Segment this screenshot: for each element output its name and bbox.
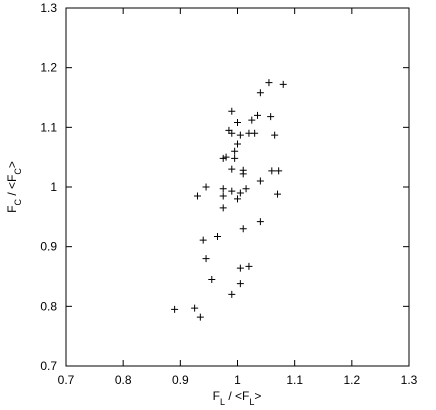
point <box>245 262 253 270</box>
point <box>219 185 227 193</box>
axis-label-part: / <F <box>5 175 19 199</box>
x-axis-label: FL / <FL> <box>213 389 262 405</box>
point <box>256 218 264 226</box>
point <box>234 119 241 127</box>
point <box>265 79 273 87</box>
point <box>191 304 199 312</box>
y-axis-label: FC / <FC> <box>5 161 23 213</box>
point <box>202 183 210 191</box>
y-tick-label: 0.8 <box>40 299 57 313</box>
point <box>236 280 244 288</box>
point <box>234 140 241 148</box>
point <box>268 167 276 175</box>
y-tick-label: 1.2 <box>40 61 57 75</box>
x-tick-label: 0.7 <box>58 373 75 387</box>
point <box>171 305 179 313</box>
point <box>196 313 204 321</box>
point <box>231 154 239 162</box>
point <box>199 236 207 244</box>
point <box>219 192 227 200</box>
point <box>251 129 259 137</box>
point <box>225 126 233 134</box>
point <box>219 154 227 162</box>
x-tick-label: 1.2 <box>343 373 360 387</box>
point <box>242 185 250 193</box>
point <box>275 167 283 175</box>
point <box>254 111 262 119</box>
point <box>202 255 210 263</box>
point <box>236 264 244 272</box>
point <box>239 170 247 178</box>
point <box>239 225 247 233</box>
point <box>236 131 244 139</box>
point <box>231 147 239 155</box>
point <box>279 80 287 88</box>
x-tick-label: 0.9 <box>172 373 189 387</box>
x-tick-label: 1 <box>234 373 241 387</box>
point <box>274 190 282 198</box>
y-tick-label: 0.7 <box>40 359 57 373</box>
point <box>208 275 216 283</box>
point <box>228 165 236 173</box>
point <box>222 153 230 161</box>
axis-label-part: L <box>220 397 225 405</box>
point <box>228 187 236 195</box>
point <box>236 189 244 197</box>
point <box>213 233 221 241</box>
point <box>271 131 279 139</box>
x-tick-label: 0.8 <box>115 373 132 387</box>
point <box>256 89 264 97</box>
y-tick-label: 1 <box>50 180 57 194</box>
axis-label-part: C <box>13 168 23 175</box>
plot-frame <box>65 7 410 367</box>
axis-label-part: / <F <box>225 389 249 403</box>
y-tick-label: 0.9 <box>40 240 57 254</box>
axis-label-part: F <box>5 206 19 213</box>
axis-label-part: > <box>5 161 19 168</box>
y-tick-label: 1.1 <box>40 120 57 134</box>
point <box>228 107 236 115</box>
point <box>256 177 264 185</box>
y-tick-label: 1.3 <box>40 1 57 15</box>
point <box>234 195 241 203</box>
point <box>248 116 256 124</box>
axis-label-part: > <box>254 389 261 403</box>
axis-label-part: C <box>13 199 23 206</box>
point <box>193 192 201 200</box>
point <box>219 204 227 212</box>
axis-label-part: L <box>249 397 254 405</box>
x-tick-label: 1.3 <box>401 373 418 387</box>
point <box>228 129 236 137</box>
x-tick-label: 1.1 <box>286 373 303 387</box>
point <box>228 290 236 298</box>
point <box>267 113 275 121</box>
axis-label-part: F <box>213 389 220 403</box>
